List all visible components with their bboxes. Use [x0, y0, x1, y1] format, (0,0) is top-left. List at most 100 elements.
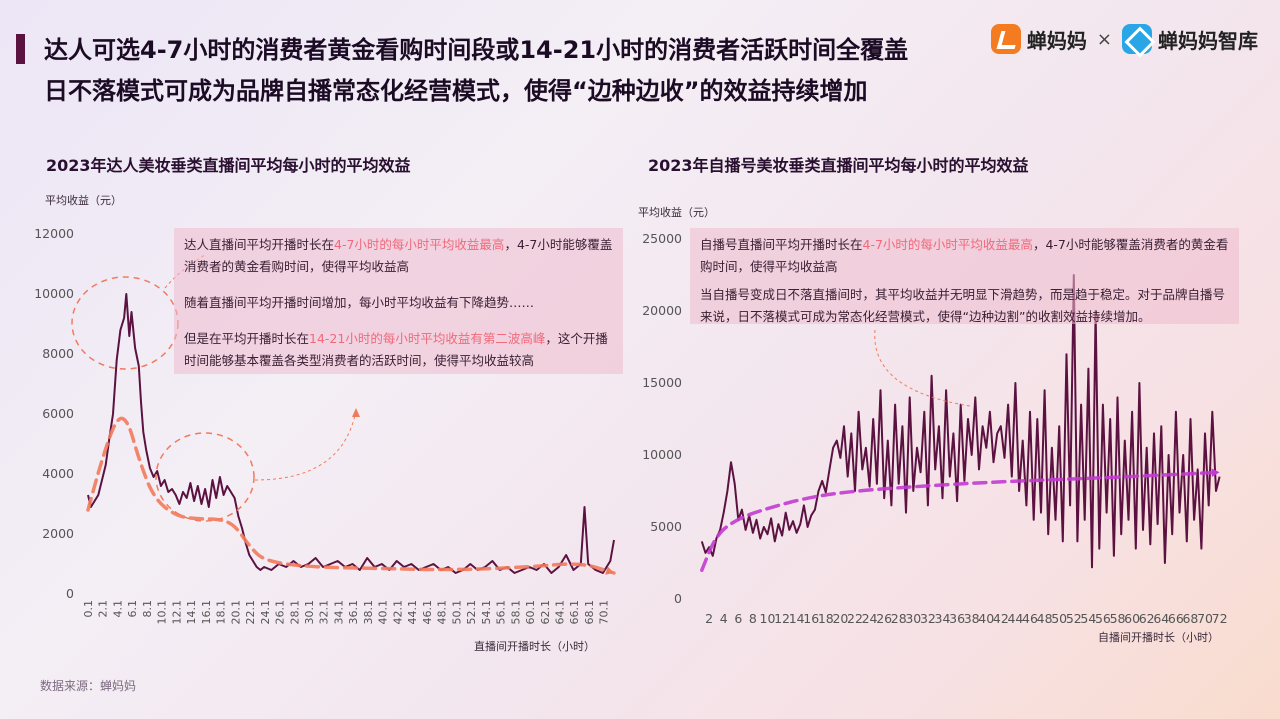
- y-tick-label: 4000: [42, 466, 74, 481]
- data-source: 数据来源：蝉妈妈: [40, 679, 137, 693]
- x-tick-label: 46: [1022, 611, 1038, 626]
- y-tick-label: 10000: [34, 286, 74, 301]
- x-tick-label: 36.1: [347, 600, 360, 625]
- x-tick-label: 14: [789, 611, 805, 626]
- x-tick-label: 28.1: [288, 600, 301, 625]
- x-tick-label: 24.1: [259, 600, 272, 625]
- x-tick-label: 2: [705, 611, 713, 626]
- y-axis-label: 平均收益（元）: [638, 205, 715, 219]
- callout-arrowhead: [352, 408, 360, 417]
- peak-highlight-circle: [71, 276, 179, 370]
- x-tick-label: 54.1: [480, 600, 493, 625]
- x-tick-label: 34: [935, 611, 951, 626]
- title-accent-bar: [16, 34, 25, 64]
- x-tick-label: 0.1: [82, 600, 95, 618]
- right-annotation-box: 自播号直播间平均开播时长在4-7小时的每小时平均收益最高，4-7小时能够覆盖消费…: [690, 228, 1239, 324]
- x-tick-label: 72: [1212, 611, 1228, 626]
- trend-arrowhead: [605, 566, 614, 575]
- x-tick-label: 64.1: [553, 600, 566, 625]
- x-tick-label: 26.1: [274, 600, 287, 625]
- callout-connector: [254, 414, 356, 481]
- left-chart: 平均收益（元） 0 2000 4000 6000 8000 10000 12000 0.1 2.1…: [34, 193, 616, 653]
- y-tick-label: 6000: [42, 406, 74, 421]
- x-tick-label: 6.1: [126, 600, 139, 618]
- x-tick-label: 52.1: [465, 600, 478, 625]
- x-tick-label: 44.1: [406, 600, 419, 625]
- x-tick-label: 48.1: [436, 600, 449, 625]
- x-axis-label: 直播间开播时长（小时）: [474, 639, 595, 653]
- y-tick-label: 20000: [642, 303, 682, 318]
- x-tick-label: 68.1: [583, 600, 596, 625]
- x-tick-label: 22.1: [244, 600, 257, 625]
- x-tick-label: 48: [1037, 611, 1053, 626]
- x-tick-label: 2.1: [97, 600, 110, 618]
- x-tick-label: 18: [818, 611, 834, 626]
- y-tick-label: 12000: [34, 226, 74, 241]
- brand-logos: 蝉妈妈 × 蝉妈妈智库: [990, 24, 1258, 54]
- x-tick-label: 60.1: [524, 600, 537, 625]
- x-tick-label: 68: [1183, 611, 1199, 626]
- x-tick-label: 30.1: [303, 600, 316, 625]
- y-tick-label: 25000: [642, 231, 682, 246]
- x-tick-label: 66: [1168, 611, 1184, 626]
- x-tick-label: 50.1: [450, 600, 463, 625]
- x-tick-label: 6: [734, 611, 742, 626]
- x-tick-label: 44: [1007, 611, 1023, 626]
- x-tick-label: 60: [1124, 611, 1140, 626]
- x-tick-label: 18.1: [215, 600, 228, 625]
- x-tick-label: 36: [949, 611, 965, 626]
- x-tick-label: 32.1: [318, 600, 331, 625]
- chanmama-logo-icon: [990, 24, 1021, 54]
- x-tick-label: 4.1: [111, 600, 124, 618]
- x-tick-label: 40: [978, 611, 994, 626]
- logo-zhiku-text: 蝉妈妈智库: [1158, 28, 1258, 53]
- callout-connector: [874, 329, 971, 407]
- left-annotation-line2: 随着直播间平均开播时间增加，每小时平均收益有下降趋势……: [184, 295, 535, 310]
- x-tick-label: 10.1: [156, 600, 169, 625]
- y-tick-label: 15000: [642, 375, 682, 390]
- x-tick-label: 30: [905, 611, 921, 626]
- right-chart-title: 2023年自播号美妆垂类直播间平均每小时的平均效益: [648, 156, 1029, 175]
- x-tick-label: 58: [1110, 611, 1126, 626]
- x-tick-label: 70: [1197, 611, 1213, 626]
- x-tick-label: 38.1: [362, 600, 375, 625]
- left-annotation-box: 达人直播间平均开播时长在4-7小时的每小时平均收益最高，4-7小时能够覆盖消费者…: [174, 228, 623, 374]
- second-peak-circle: [155, 432, 255, 522]
- y-tick-label: 5000: [650, 519, 682, 534]
- x-tick-label: 50: [1051, 611, 1067, 626]
- y-tick-label: 8000: [42, 346, 74, 361]
- x-tick-label: 22: [847, 611, 863, 626]
- page-title: 达人可选4-7小时的消费者黄金看购时间段或14-21小时的消费者活跃时间全覆盖 …: [44, 30, 908, 112]
- x-tick-label: 42: [993, 611, 1009, 626]
- right-annotation-line2: 当自播号变成日不落直播间时，其平均收益并无明显下滑趋势，而是趋于稳定。对于品牌自…: [700, 287, 1226, 324]
- x-tick-label: 14.1: [185, 600, 198, 625]
- trend-arrowhead: [1211, 468, 1220, 477]
- zhiku-logo-icon: [1122, 24, 1152, 54]
- x-tick-label: 38: [964, 611, 980, 626]
- y-tick-label: 0: [66, 586, 74, 601]
- x-tick-label: 10: [760, 611, 776, 626]
- x-tick-label: 58.1: [509, 600, 522, 625]
- x-tick-label: 40.1: [377, 600, 390, 625]
- y-axis-label: 平均收益（元）: [45, 193, 122, 207]
- x-tick-label: 8: [749, 611, 757, 626]
- x-tick-label: 12.1: [170, 600, 183, 625]
- x-tick-label: 16.1: [200, 600, 213, 625]
- logo-chanmama: 蝉妈妈: [990, 24, 1087, 54]
- x-tick-label: 42.1: [391, 600, 404, 625]
- series-line: [700, 274, 1221, 569]
- x-tick-label: 16: [803, 611, 819, 626]
- x-tick-label: 20.1: [229, 600, 242, 625]
- x-tick-label: 64: [1153, 611, 1169, 626]
- x-tick-label: 62: [1139, 611, 1155, 626]
- x-tick-label: 4: [720, 611, 728, 626]
- logo-separator: ×: [1096, 28, 1112, 50]
- x-tick-label: 34.1: [332, 600, 345, 625]
- x-axis-label: 自播间开播时长（小时）: [1098, 630, 1219, 644]
- left-annotation-line1: 达人直播间平均开播时长在4-7小时的每小时平均收益最高，4-7小时能够覆盖消费者…: [184, 237, 613, 274]
- x-tick-label: 56: [1095, 611, 1111, 626]
- x-tick-label: 32: [920, 611, 936, 626]
- x-tick-label: 54: [1080, 611, 1096, 626]
- left-chart-title: 2023年达人美妆垂类直播间平均每小时的平均效益: [46, 156, 411, 175]
